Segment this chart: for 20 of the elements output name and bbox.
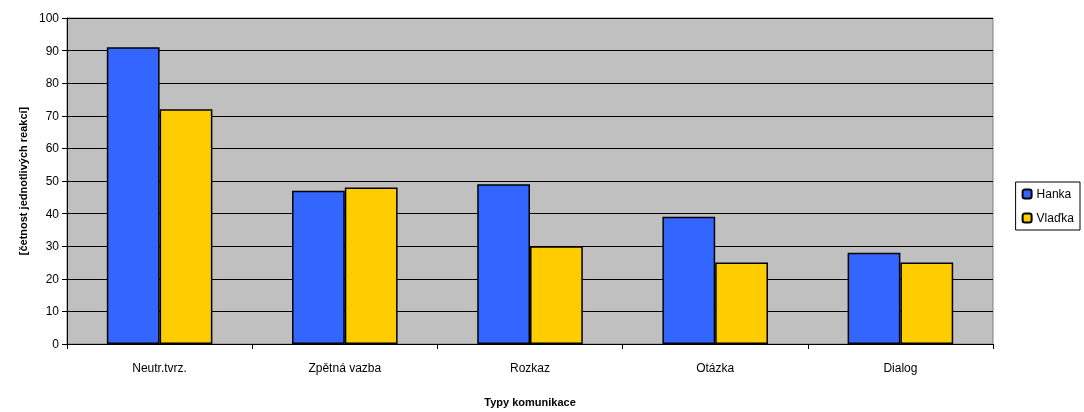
y-tick-label: 60	[45, 141, 60, 156]
x-tick-label: Otázka	[696, 361, 735, 375]
y-tick-label: 40	[45, 206, 60, 221]
y-tick-label: 0	[52, 337, 60, 351]
y-tick-label: 10	[45, 304, 60, 319]
y-tick-label: 30	[45, 239, 60, 254]
x-axis-title: Typy komunikace	[484, 395, 576, 408]
y-tick-label: 80	[45, 76, 60, 91]
legend-label: Vlaďka	[1036, 211, 1075, 225]
y-axis-title: [četnost jednotlivých reakcí]	[16, 106, 29, 256]
y-tick-label: 70	[45, 108, 60, 123]
x-tick-label: Neutr.tvrz.	[132, 361, 187, 375]
y-tick-label: 90	[45, 43, 60, 58]
y-tick-label: 100	[38, 11, 60, 25]
y-tick-label: 20	[45, 271, 60, 286]
x-tick-label: Zpětná vazba	[308, 361, 382, 375]
x-tick-label: Dialog	[883, 361, 918, 375]
y-tick-label: 50	[45, 174, 60, 188]
x-tick-label: Rozkaz	[509, 361, 551, 375]
legend-label: Hanka	[1036, 187, 1072, 201]
